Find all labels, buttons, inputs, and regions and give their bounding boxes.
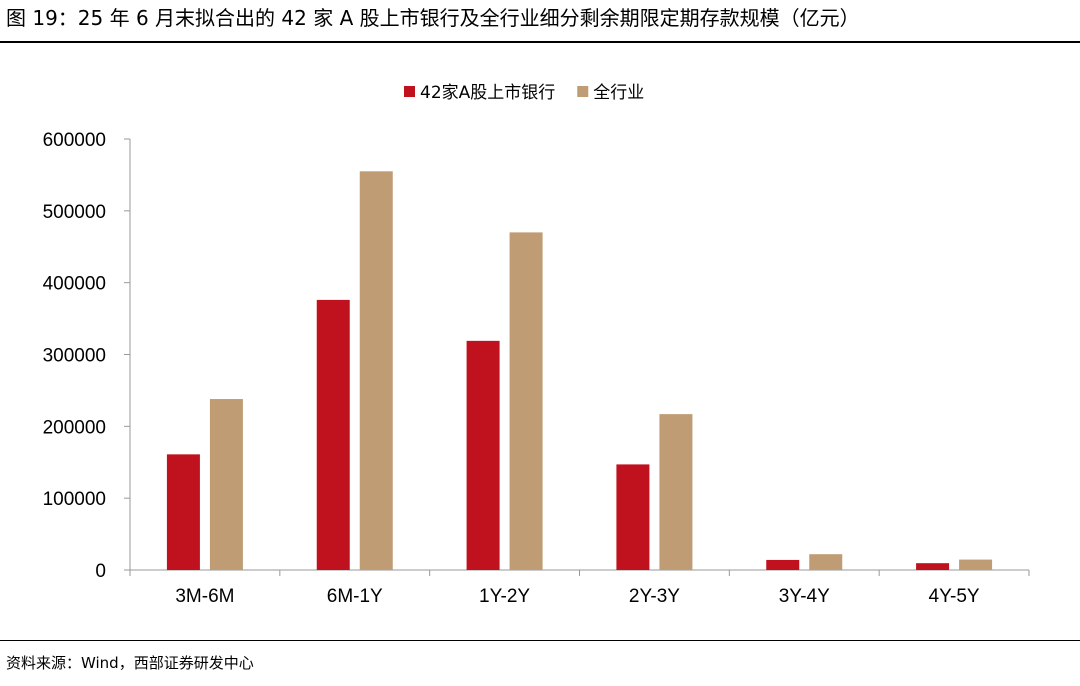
chart-legend: 42家A股上市银行 全行业 (404, 83, 644, 103)
y-tick-label: 200000 (43, 417, 106, 438)
x-tick-label: 6M-1Y (327, 586, 383, 607)
x-tick-label: 3M-6M (175, 586, 234, 607)
bar-series (166, 171, 993, 570)
bar (466, 340, 500, 570)
y-tick-label: 0 (95, 561, 106, 582)
legend-swatch (404, 86, 415, 97)
title-divider (0, 41, 1080, 43)
x-axis: 3M-6M 6M-1Y 1Y-2Y 2Y-3Y 3Y-4Y 4Y-5Y (129, 569, 1030, 607)
legend-label: 全行业 (593, 83, 644, 103)
bar (766, 559, 800, 570)
figure-title: 图 19：25 年 6 月末拟合出的 42 家 A 股上市银行及全行业细分剩余期… (6, 6, 860, 30)
bar (509, 232, 543, 570)
legend-swatch (577, 86, 589, 97)
y-tick-label: 300000 (43, 346, 106, 367)
y-tick-label: 500000 (43, 202, 106, 223)
source-note: 资料来源：Wind，西部证券研发中心 (6, 654, 254, 672)
bar (316, 299, 350, 570)
y-axis: 0 100000 200000 300000 400000 500000 600000 (43, 130, 131, 582)
bar-chart: 42家A股上市银行 全行业 0 100000 200000 300000 400000 50… (43, 83, 1030, 607)
source-divider (0, 640, 1080, 641)
x-tick-label: 1Y-2Y (479, 586, 530, 607)
bar (616, 464, 650, 570)
bar (166, 454, 200, 570)
x-tick-label: 2Y-3Y (629, 586, 680, 607)
bar (916, 563, 950, 570)
bar (359, 171, 393, 570)
y-tick-label: 400000 (43, 274, 106, 295)
bar (959, 559, 993, 570)
bar (809, 554, 843, 570)
y-tick-label: 100000 (43, 489, 106, 510)
bar (659, 414, 693, 570)
x-tick-label: 3Y-4Y (779, 586, 830, 607)
y-tick-label: 600000 (43, 130, 106, 151)
bar (209, 399, 243, 570)
legend-label: 42家A股上市银行 (420, 83, 555, 103)
x-tick-label: 4Y-5Y (929, 586, 980, 607)
